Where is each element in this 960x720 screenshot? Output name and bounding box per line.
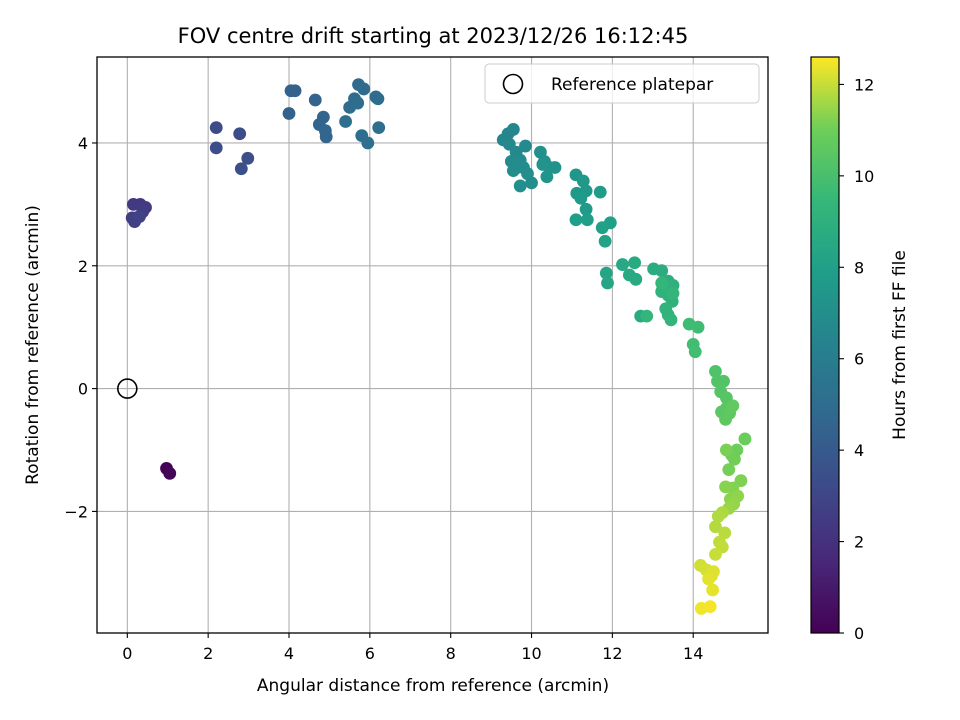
data-point [666,287,680,300]
data-point [339,115,352,128]
x-axis-ticks: 0 2 4 6 8 10 12 14 [122,633,703,663]
data-point [738,432,752,446]
data-point [357,82,371,96]
data-point [726,399,740,413]
x-tick-label: 10 [521,644,541,663]
chart-title: FOV centre drift starting at 2023/12/26 … [178,24,689,48]
data-point [351,96,365,110]
colorbar-tick-label: 6 [854,350,864,369]
data-point [506,164,520,178]
data-point [579,202,593,216]
data-point [628,256,642,270]
x-tick-label: 4 [284,644,294,663]
colorbar-label: Hours from first FF file [890,250,910,440]
data-point [709,547,722,561]
data-point [209,141,223,155]
data-point [525,176,538,190]
y-axis-ticks: −2 0 2 4 [64,134,97,521]
data-point [519,139,532,153]
x-tick-label: 6 [365,644,375,663]
x-tick-label: 0 [122,644,132,663]
data-point [711,509,725,523]
data-point [133,210,146,224]
y-tick-label: 4 [78,134,88,153]
data-point [595,221,609,235]
data-point [688,345,702,359]
data-point [308,93,322,107]
legend-marker-reference-icon [502,73,524,95]
data-point [513,179,527,193]
plot-frame [96,56,769,634]
data-point [233,127,247,141]
data-point [569,213,583,227]
y-tick-label: 0 [78,380,88,399]
x-tick-label: 2 [203,644,213,663]
data-point [598,234,612,248]
data-point [703,600,717,613]
colorbar-tick-label: 10 [854,167,874,186]
data-point [288,84,302,98]
data-point [717,374,730,388]
data-point [702,572,715,586]
data-point [722,463,736,477]
data-point [706,583,720,597]
data-point [734,474,748,488]
data-point [361,136,375,150]
grid-lines [97,57,768,633]
y-axis-label: Rotation from reference (arcmin) [23,205,43,485]
plot-area: 0 2 4 6 8 10 12 14 −2 0 2 4 [64,56,769,663]
data-point [719,480,732,494]
data-point [536,158,550,171]
data-point [372,121,386,135]
data-point [599,266,613,280]
data-point [548,161,562,174]
data-point [664,313,678,327]
colorbar-tick-label: 8 [854,258,864,277]
colorbar-tick-label: 2 [854,533,864,552]
data-point [209,121,223,135]
y-tick-label: 2 [78,257,88,276]
colorbar: 0 2 4 6 8 10 12 Hours from first FF file [810,56,910,643]
y-tick-label: −2 [64,502,88,521]
data-point [719,443,733,457]
data-point [629,272,643,286]
data-point [601,276,614,290]
legend-label-reference: Reference platepar [551,75,713,95]
data-point [234,162,248,176]
legend: Reference platepar [484,63,760,104]
data-point [616,258,629,271]
data-point [655,264,669,278]
data-point [728,452,741,466]
colorbar-tick-label: 12 [854,75,874,94]
x-tick-label: 8 [446,644,456,663]
data-point [709,365,722,378]
x-tick-label: 14 [683,644,703,663]
colorbar-gradient [810,56,840,634]
data-point [241,151,255,165]
data-point [574,191,588,205]
data-point [319,130,333,144]
colorbar-ticks: 0 2 4 6 8 10 12 [839,75,874,643]
colorbar-tick-label: 0 [854,624,864,643]
colorbar-tick-label: 4 [854,441,864,460]
data-point [691,320,705,334]
data-point [506,123,520,136]
legend-box [484,63,760,104]
data-points [125,78,752,615]
x-tick-label: 12 [602,644,622,663]
data-point [580,213,594,227]
data-point [540,170,554,184]
data-point [655,276,669,290]
reference-platepar-marker [117,378,138,399]
data-point [640,309,654,323]
data-point [576,174,590,188]
data-point [709,520,722,534]
data-point [282,107,296,120]
data-point [593,185,607,199]
data-point [371,92,385,106]
data-point [163,466,177,480]
x-axis-label: Angular distance from reference (arcmin) [257,676,609,696]
